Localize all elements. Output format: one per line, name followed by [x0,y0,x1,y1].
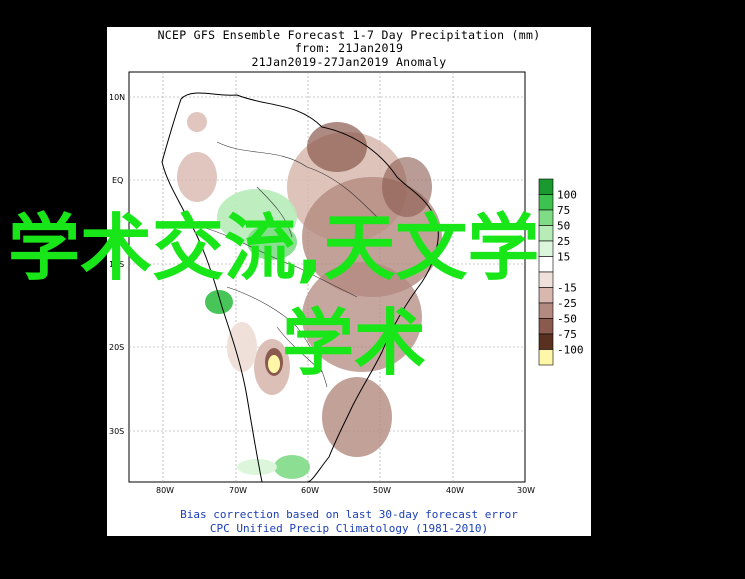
colorbar-label: 75 [557,204,570,217]
lat-label-eq: EQ [112,176,123,185]
map-panel: NCEP GFS Ensemble Forecast 1-7 Day Preci… [107,27,591,536]
colorbar-swatch [538,302,554,319]
colorbar-label: -100 [557,344,584,357]
lon-label-60w: 60W [301,486,319,495]
colorbar-label: -50 [557,313,577,326]
lon-label-50w: 50W [373,486,391,495]
colorbar-swatch [538,333,554,350]
colorbar-swatch [538,209,554,226]
colorbar-label: 100 [557,189,577,202]
country-borders [201,141,378,388]
colorbar-swatch [538,318,554,335]
colorbar-label: -15 [557,282,577,295]
colorbar-label: 15 [557,251,570,264]
precip-anomaly-map: 10N EQ 10S 20S 30S 80W 70W 60W 50W 40W 3… [109,71,584,495]
colorbar-swatch [538,178,554,195]
colorbar-label: -75 [557,328,577,341]
lon-axis-labels: 80W 70W 60W 50W 40W 30W [156,486,535,495]
lon-label-30w: 30W [517,486,535,495]
colorbar-swatch [538,240,554,257]
colorbar-label: 25 [557,235,570,248]
lat-axis-labels: 10N EQ 10S 20S 30S [109,93,125,436]
lon-label-80w: 80W [156,486,174,495]
colorbar-swatch [538,225,554,242]
map-title: NCEP GFS Ensemble Forecast 1-7 Day Preci… [157,28,541,42]
lon-label-40w: 40W [446,486,464,495]
colorbar-swatch [538,194,554,211]
lat-label-20s: 20S [109,343,124,352]
footer-climatology-note: CPC Unified Precip Climatology (1981-201… [209,522,489,535]
colorbar-swatch [538,256,554,273]
map-subtitle-period: 21Jan2019-27Jan2019 Anomaly [251,55,447,69]
colorbar-swatch [538,349,554,366]
coastline [161,92,439,483]
lat-label-10n: 10N [109,93,125,102]
map-subtitle-date: from: 21Jan2019 [294,41,404,55]
watermark-line2: 学术 [282,301,427,385]
lat-label-10s: 10S [109,260,124,269]
colorbar-label: -25 [557,297,577,310]
lat-label-30s: 30S [109,427,124,436]
lon-label-70w: 70W [229,486,247,495]
watermark-line1: 学术交流,天文学 [8,206,540,290]
colorbar-swatch [538,287,554,304]
colorbar-legend: 100 75 50 25 15 -15 -25 -50 -75 -100 [538,178,584,366]
anomaly-shading [177,112,442,479]
colorbar-label: 50 [557,220,570,233]
footer-bias-note: Bias correction based on last 30-day for… [180,508,518,521]
colorbar-swatch [538,271,554,288]
